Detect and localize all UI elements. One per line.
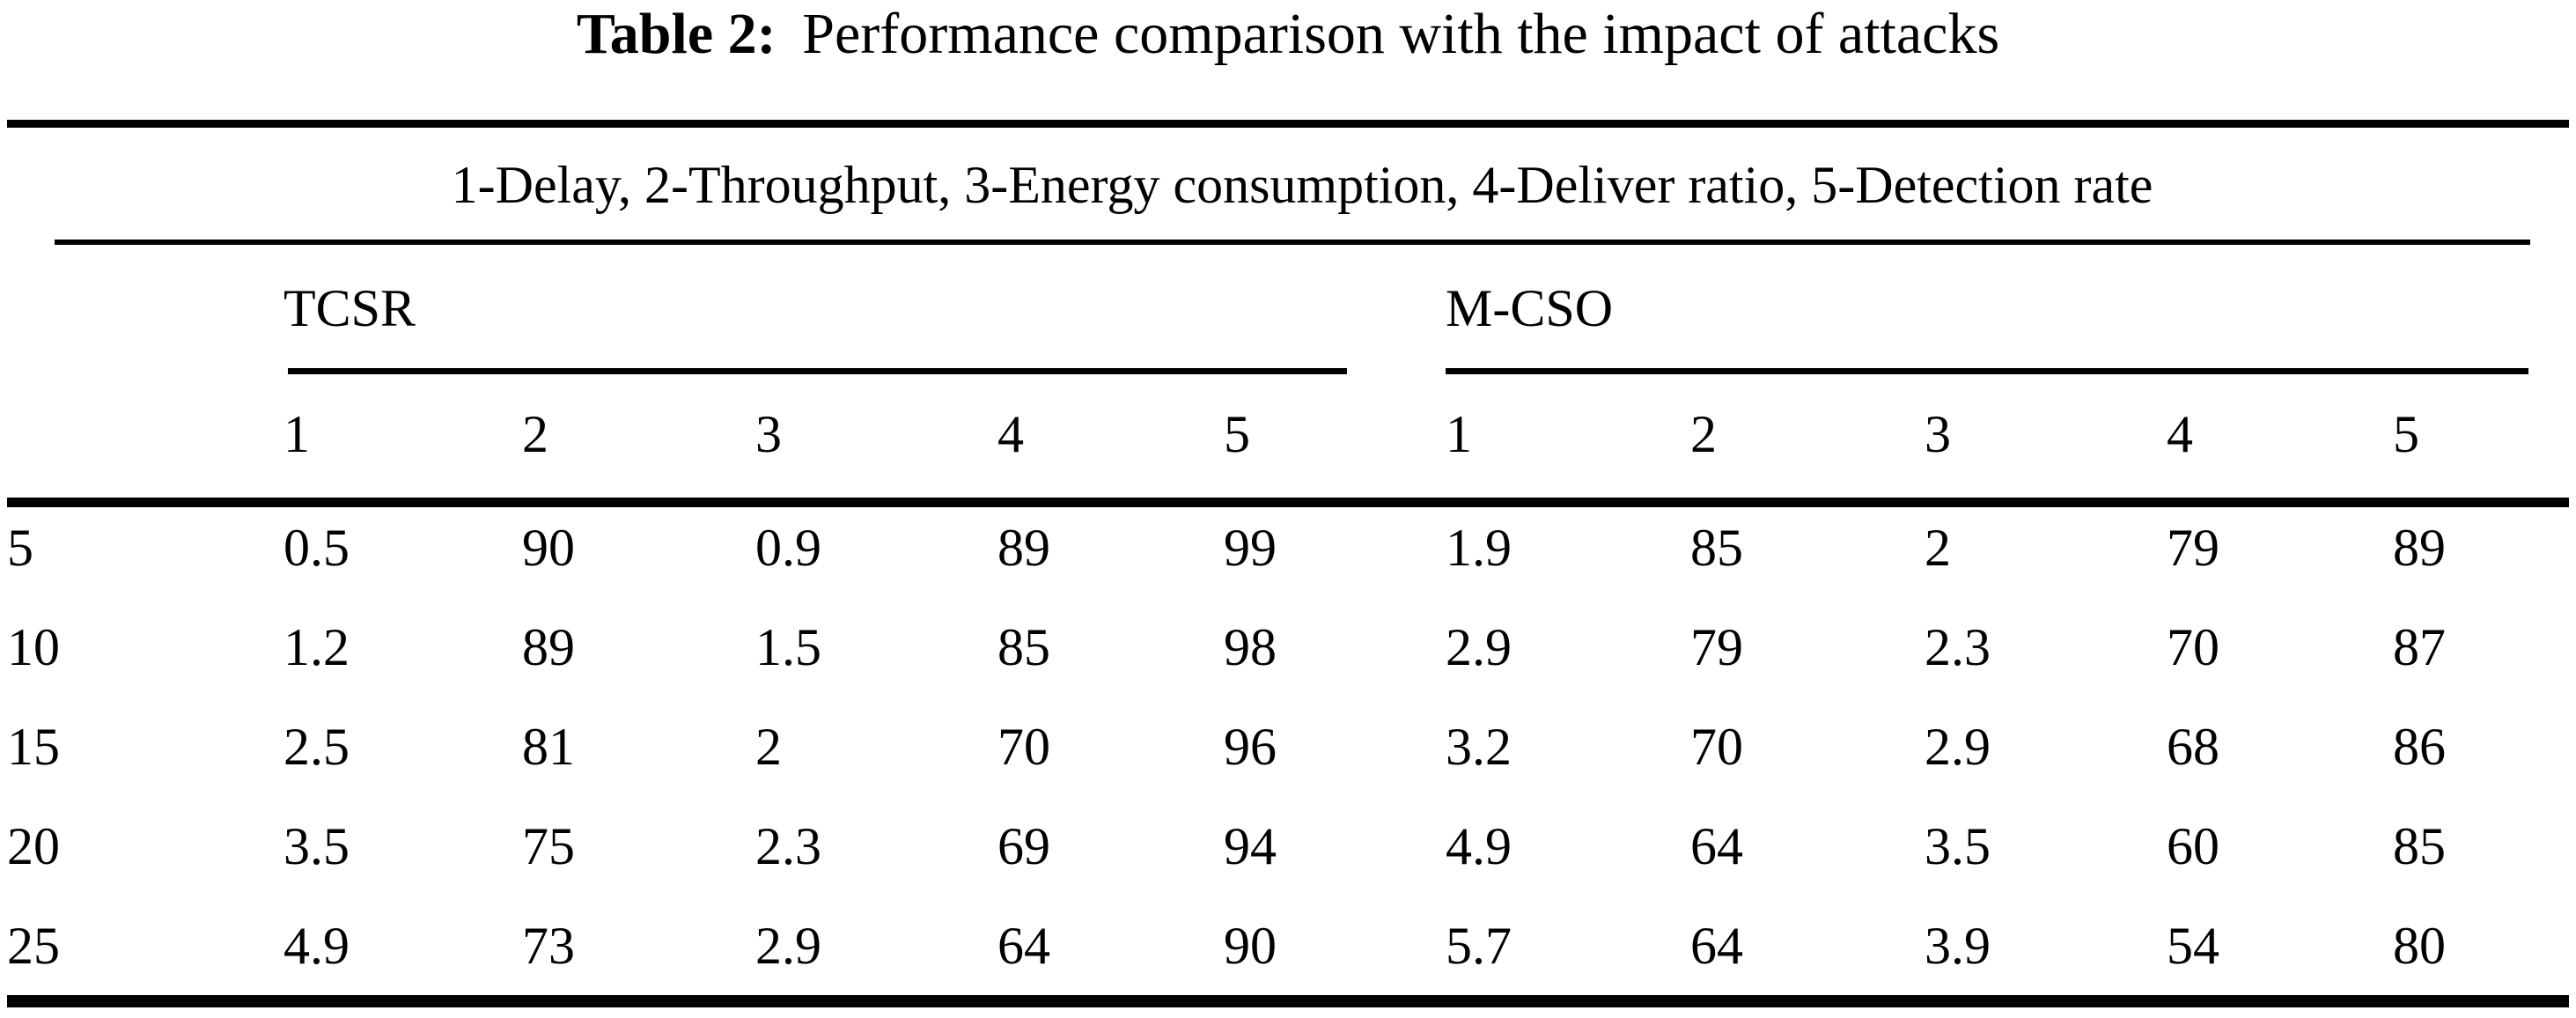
data-cell: 5.7 [1446, 916, 1512, 975]
data-cell: 64 [997, 916, 1050, 975]
data-cell: 89 [997, 518, 1050, 577]
data-cell: 73 [522, 916, 575, 975]
data-cell: 1.2 [283, 617, 350, 676]
data-cell: 68 [2167, 717, 2219, 776]
group-gap-cell [1347, 697, 1446, 796]
data-cell: 69 [997, 816, 1050, 875]
data-cell: 96 [1224, 717, 1277, 776]
group-header-mcso: M-CSO [1446, 279, 1614, 337]
data-cell: 64 [1690, 816, 1743, 875]
table-row: 20 3.5 75 2.3 69 94 4.9 64 3.5 60 85 [7, 796, 2536, 896]
col-header: 2 [522, 404, 548, 463]
data-cell: 79 [1690, 617, 1743, 676]
data-cell: 70 [1690, 717, 1743, 776]
col-header: 1 [283, 404, 310, 463]
row-label: 10 [7, 617, 60, 676]
data-cell: 2.9 [1446, 617, 1512, 676]
table-caption-text: Performance comparison with the impact o… [802, 2, 2000, 66]
data-cell: 1.9 [1446, 518, 1512, 577]
data-cell: 90 [1224, 916, 1277, 975]
data-cell: 89 [522, 617, 575, 676]
data-cell: 2.9 [1925, 717, 1991, 776]
data-cell: 2.3 [1925, 617, 1991, 676]
table-row: 10 1.2 89 1.5 85 98 2.9 79 2.3 70 87 [7, 597, 2536, 697]
data-cell: 2 [755, 717, 782, 776]
data-cell: 0.9 [755, 518, 821, 577]
data-cell: 75 [522, 816, 575, 875]
data-cell: 54 [2167, 916, 2219, 975]
empty-cell [7, 370, 283, 498]
col-header: 2 [1690, 404, 1717, 463]
data-cell: 70 [2167, 617, 2219, 676]
data-cell: 4.9 [1446, 816, 1512, 875]
table-caption: Table 2: Performance comparison with the … [0, 2, 2576, 67]
table-row: 1 2 3 4 5 1 2 3 4 5 [7, 370, 2536, 498]
data-cell: 94 [1224, 816, 1277, 875]
table-row: 15 2.5 81 2 70 96 3.2 70 2.9 68 86 [7, 697, 2536, 796]
row-label: 20 [7, 816, 60, 875]
col-header: 1 [1446, 404, 1472, 463]
data-cell: 2 [1925, 518, 1951, 577]
data-cell: 1.5 [755, 617, 821, 676]
data-cell: 2.3 [755, 816, 821, 875]
table-row: 1-Delay, 2-Throughput, 3-Energy consumpt… [7, 123, 2536, 247]
data-cell: 0.5 [283, 518, 350, 577]
header-body-rule [7, 498, 2569, 507]
group-header-tcsr: TCSR [283, 279, 416, 337]
data-cell: 90 [522, 518, 575, 577]
col-header: 5 [2393, 404, 2419, 463]
data-cell: 3.5 [283, 816, 350, 875]
top-rule [7, 120, 2569, 128]
col-header: 3 [755, 404, 782, 463]
bottom-rule [7, 995, 2569, 1007]
data-cell: 87 [2393, 617, 2446, 676]
table-row: 5 0.5 90 0.9 89 99 1.9 85 2 79 89 [7, 498, 2536, 597]
table-row: TCSR M-CSO [7, 247, 2536, 370]
data-cell: 85 [997, 617, 1050, 676]
col-header: 4 [997, 404, 1024, 463]
row-label: 25 [7, 916, 60, 975]
data-cell: 64 [1690, 916, 1743, 975]
group-gap-cell [1347, 597, 1446, 697]
metric-legend: 1-Delay, 2-Throughput, 3-Energy consumpt… [451, 156, 2153, 214]
data-cell: 60 [2167, 816, 2219, 875]
table-caption-number: Table 2: [576, 2, 776, 66]
data-cell: 4.9 [283, 916, 350, 975]
table-row: 25 4.9 73 2.9 64 90 5.7 64 3.9 54 80 [7, 896, 2536, 995]
col-header: 5 [1224, 404, 1250, 463]
data-cell: 99 [1224, 518, 1277, 577]
row-label: 15 [7, 717, 60, 776]
data-cell: 3.9 [1925, 916, 1991, 975]
data-cell: 3.5 [1925, 816, 1991, 875]
group-gap-cell [1347, 796, 1446, 896]
data-cell: 2.5 [283, 717, 350, 776]
empty-cell [7, 247, 283, 370]
tcsr-underline-rule [288, 368, 1347, 374]
col-header: 3 [1925, 404, 1951, 463]
group-gap-cell [1347, 896, 1446, 995]
data-cell: 85 [2393, 816, 2446, 875]
data-cell: 81 [522, 717, 575, 776]
group-gap-cell [1347, 370, 1446, 498]
mcso-underline-rule [1446, 368, 2528, 374]
performance-table: 1-Delay, 2-Throughput, 3-Energy consumpt… [7, 123, 2536, 995]
data-cell: 98 [1224, 617, 1277, 676]
data-cell: 85 [1690, 518, 1743, 577]
row-label: 5 [7, 518, 33, 577]
data-cell: 89 [2393, 518, 2446, 577]
data-cell: 3.2 [1446, 717, 1512, 776]
legend-divider-rule [55, 240, 2530, 245]
data-cell: 70 [997, 717, 1050, 776]
group-gap-cell [1347, 247, 1446, 370]
col-header: 4 [2167, 404, 2193, 463]
group-gap-cell [1347, 498, 1446, 597]
data-cell: 79 [2167, 518, 2219, 577]
data-cell: 86 [2393, 717, 2446, 776]
data-cell: 2.9 [755, 916, 821, 975]
data-cell: 80 [2393, 916, 2446, 975]
